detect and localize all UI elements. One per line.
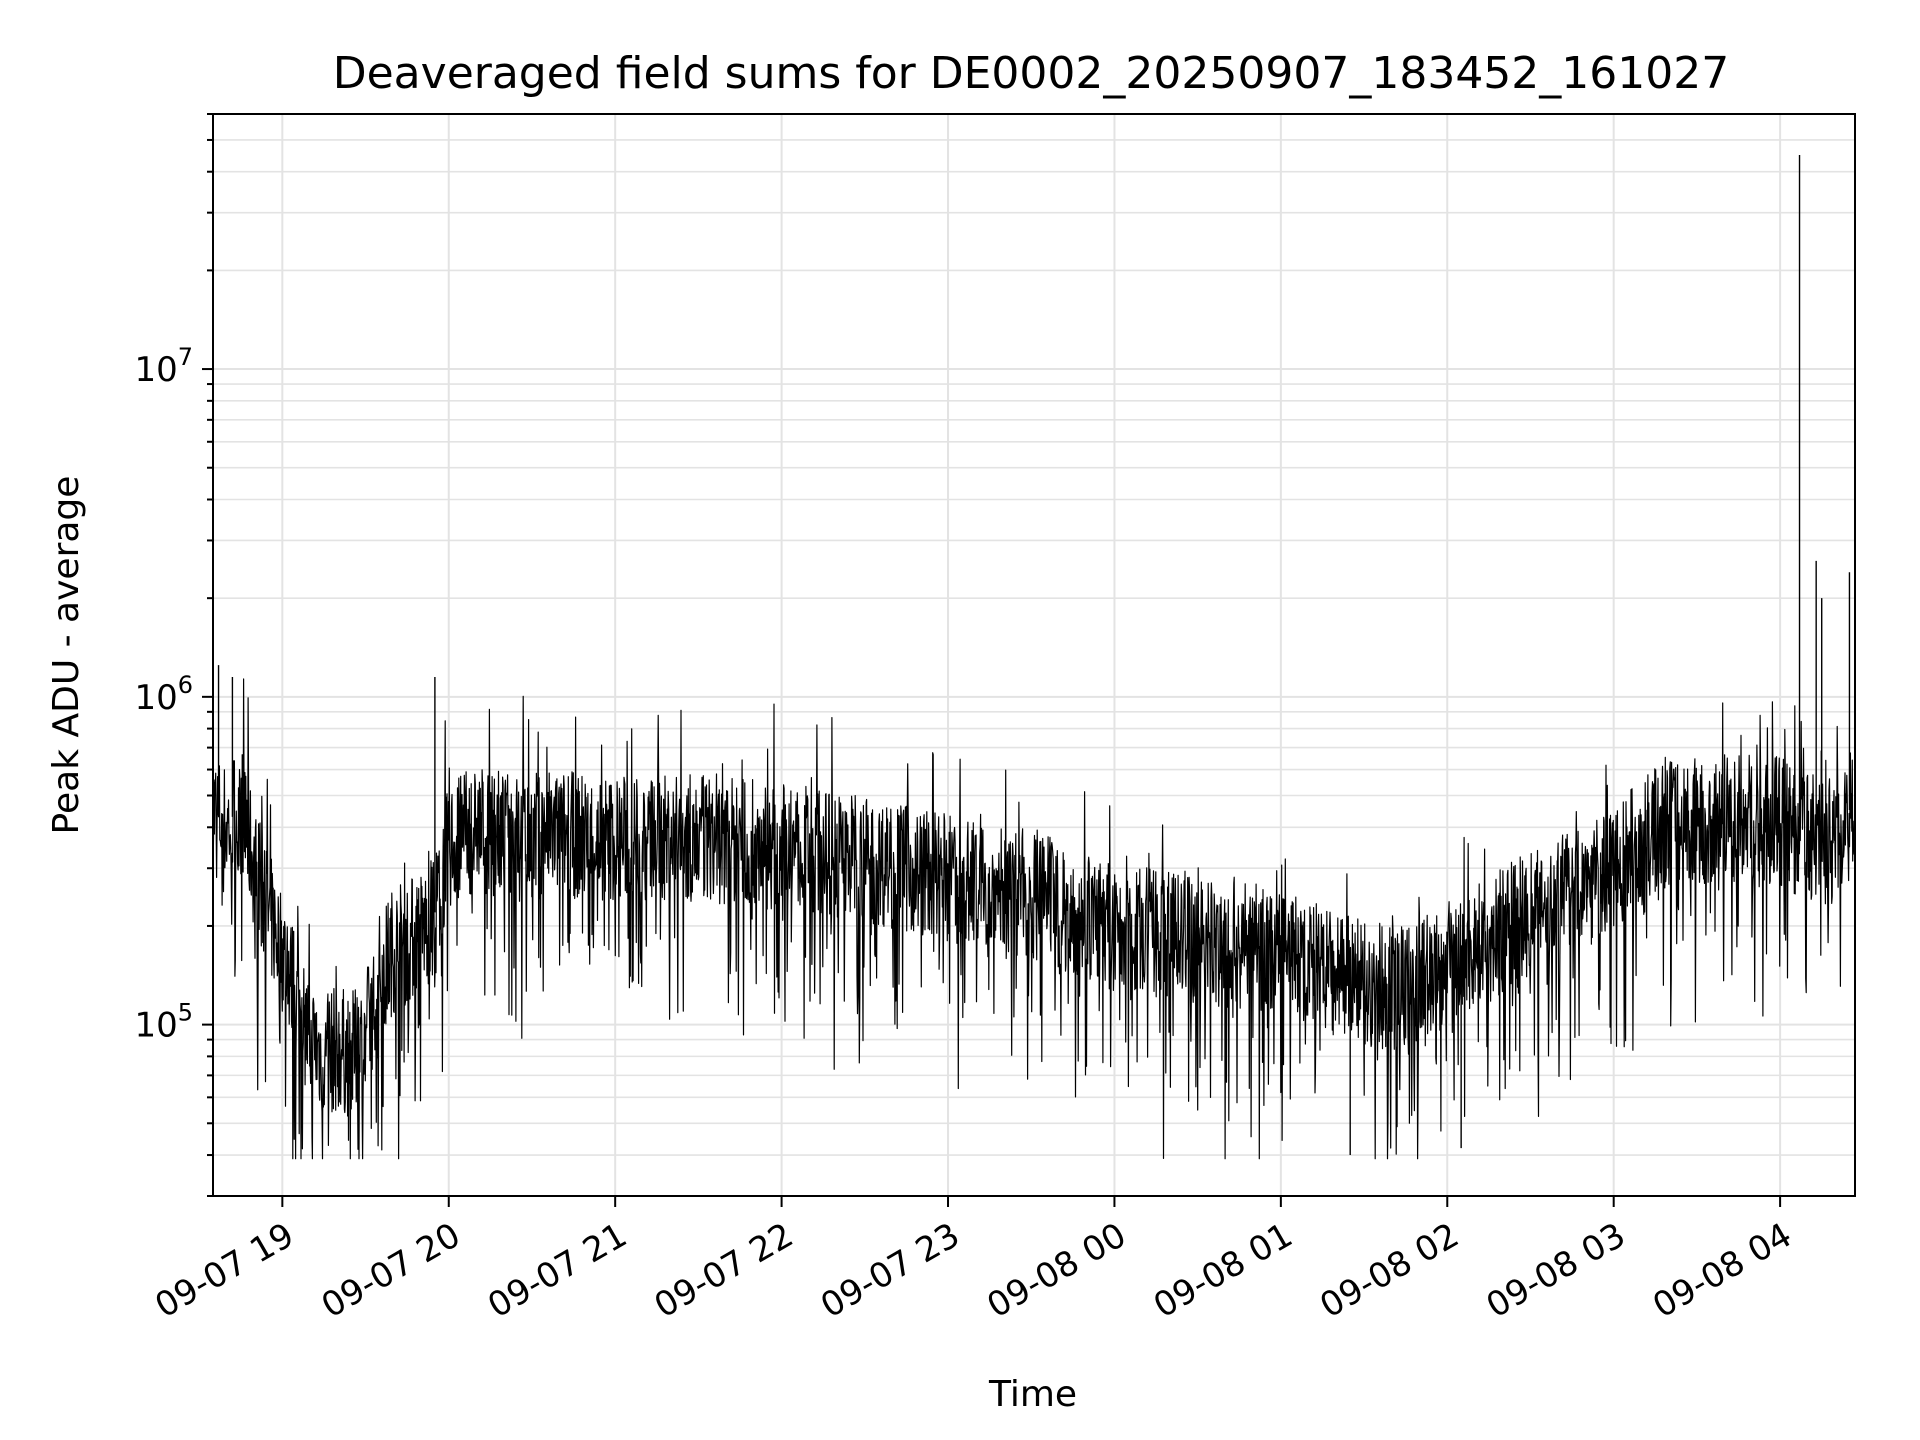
x-tick-label: 09-08 01 (1147, 1215, 1299, 1326)
x-tick-label: 09-07 21 (481, 1215, 633, 1326)
y-tick-label: 107 (134, 343, 193, 390)
y-axis-title: Peak ADU - average (46, 476, 87, 835)
x-axis: 09-07 19 09-07 20 09-07 21 09-07 22 09-07 23… (148, 1196, 1799, 1326)
x-tick-label: 09-08 02 (1313, 1215, 1465, 1326)
x-tick-label: 09-08 00 (981, 1215, 1133, 1326)
y-axis: 105 106 107 (134, 113, 213, 1197)
x-tick-label: 09-07 19 (148, 1215, 300, 1326)
x-axis-title: Time (988, 1374, 1077, 1415)
x-tick-label: 09-07 20 (315, 1215, 467, 1326)
series-line (212, 678, 1856, 1160)
x-tick-label: 09-07 22 (648, 1215, 800, 1326)
series-group (212, 154, 1856, 1160)
x-tick-label: 09-08 04 (1646, 1215, 1798, 1326)
plot-frame (212, 113, 1856, 1197)
x-tick-label: 09-07 23 (814, 1215, 966, 1326)
y-tick-label: 106 (134, 671, 193, 718)
chart-title: Deaveraged field sums for DE0002_2025090… (333, 48, 1730, 99)
grid (213, 113, 1855, 1197)
y-tick-label: 105 (134, 999, 193, 1046)
x-tick-label: 09-08 03 (1480, 1215, 1632, 1326)
